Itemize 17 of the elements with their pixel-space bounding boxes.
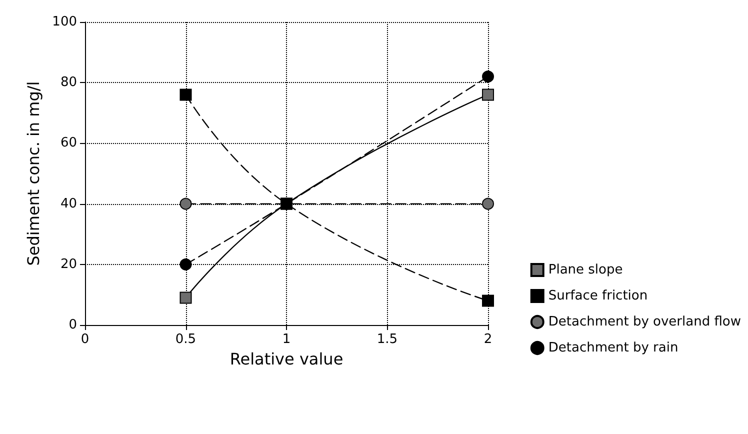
x-tick-label: 0.5	[175, 332, 196, 347]
y-tick-label: 40	[60, 196, 77, 212]
legend-label: Detachment by rain	[548, 340, 678, 356]
x-tick-label: 1	[282, 332, 291, 347]
legend-label: Detachment by overland flow	[548, 314, 742, 330]
y-tick-label: 60	[60, 136, 77, 151]
legend-label: Surface friction	[548, 288, 648, 304]
x-tick-label: 1.5	[376, 332, 398, 347]
x-tick-label: 2	[484, 332, 492, 347]
y-tick-label: 20	[60, 256, 77, 272]
x-tick-label: 0	[80, 332, 90, 347]
x-axis-title: Relative value	[230, 349, 344, 368]
legend-label: Plane slope	[548, 262, 623, 278]
y-tick-label: 0	[68, 318, 77, 332]
y-axis-title: Sediment conc. in mg/l	[24, 81, 43, 266]
y-tick-label: 100	[52, 14, 77, 30]
y-tick-label: 80	[60, 75, 77, 90]
